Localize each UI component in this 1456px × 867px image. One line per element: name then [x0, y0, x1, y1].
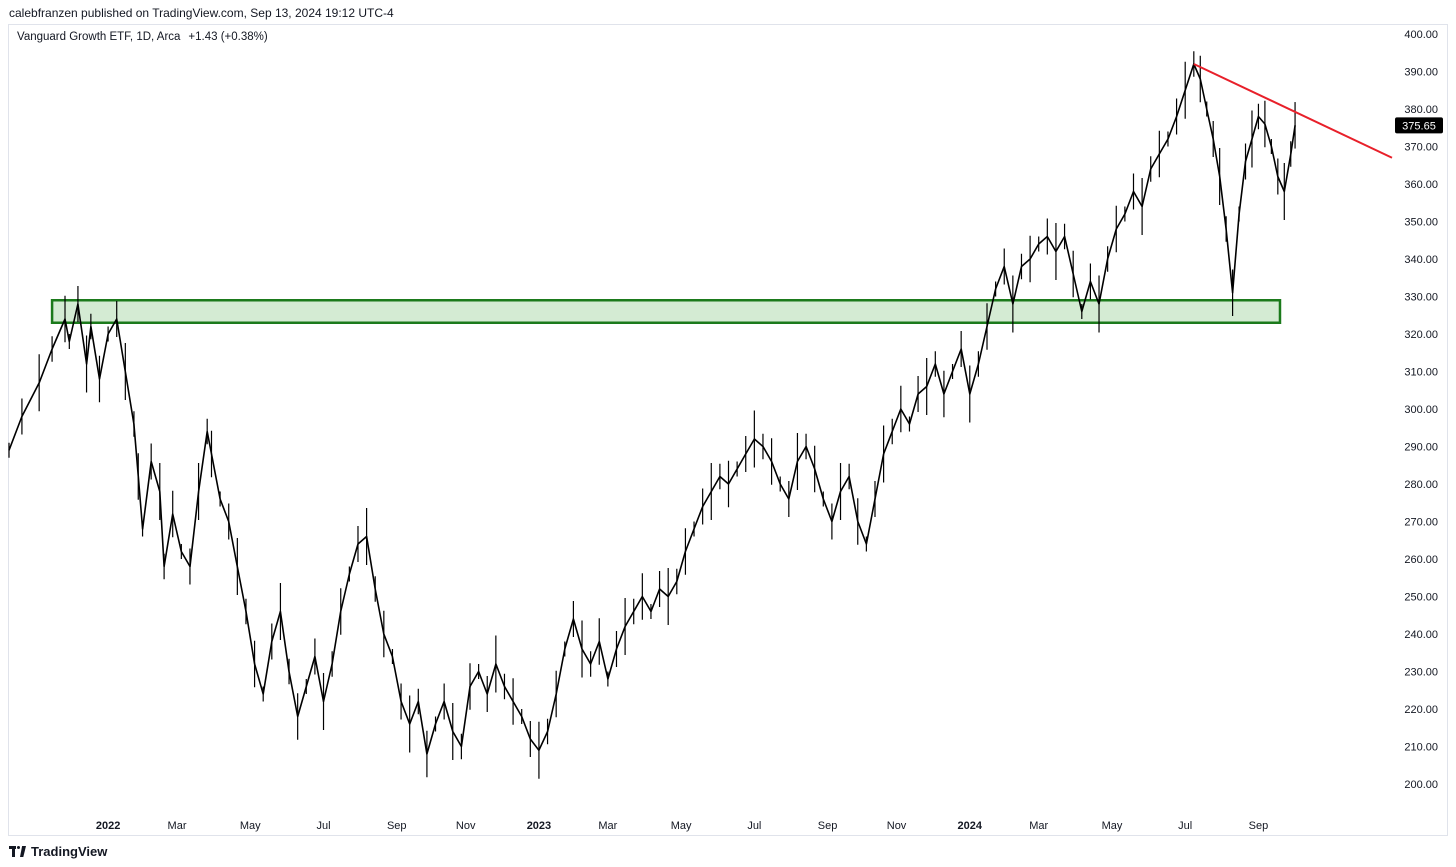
y-tick-label: 350.00	[1404, 217, 1438, 229]
legend-change: +1.43 (+0.38%)	[188, 31, 268, 43]
legend-symbol: Vanguard Growth ETF, 1D, Arca	[17, 31, 181, 43]
x-tick-label: Jul	[1178, 820, 1192, 832]
y-tick-label: 280.00	[1404, 479, 1438, 491]
x-tick-label: 2023	[527, 820, 551, 832]
y-tick-label: 360.00	[1404, 179, 1438, 191]
x-tick-label: Nov	[887, 820, 907, 832]
last-price-badge	[1395, 117, 1443, 134]
x-tick-label: Jul	[747, 820, 761, 832]
y-tick-label: 370.00	[1404, 142, 1438, 154]
y-tick-label: 240.00	[1404, 629, 1438, 641]
y-tick-label: 230.00	[1404, 667, 1438, 679]
x-tick-label: May	[1102, 820, 1123, 832]
y-tick-label: 200.00	[1404, 779, 1438, 791]
y-tick-label: 210.00	[1404, 742, 1438, 754]
x-tick-label: 2022	[96, 820, 120, 832]
x-tick-label: Sep	[387, 820, 407, 832]
y-tick-label: 320.00	[1404, 329, 1438, 341]
y-tick-label: 330.00	[1404, 292, 1438, 304]
resistance-trendline	[1193, 63, 1393, 159]
x-tick-label: Mar	[1029, 820, 1048, 832]
x-tick-label: Sep	[1249, 820, 1269, 832]
brand-label: TradingView	[31, 844, 108, 859]
tradingview-logo-icon	[9, 846, 26, 857]
x-tick-label: Mar	[598, 820, 617, 832]
y-tick-label: 380.00	[1404, 104, 1438, 116]
x-tick-label: Sep	[818, 820, 838, 832]
y-tick-label: 220.00	[1404, 704, 1438, 716]
y-tick-label: 400.00	[1404, 29, 1438, 41]
x-tick-label: Jul	[316, 820, 330, 832]
chart-legend: Vanguard Growth ETF, 1D, Arca +1.43 (+0.3…	[17, 31, 268, 43]
x-tick-label: May	[240, 820, 261, 832]
x-tick-label: May	[671, 820, 692, 832]
y-tick-label: 390.00	[1404, 67, 1438, 79]
y-tick-label: 250.00	[1404, 592, 1438, 604]
tradingview-brand[interactable]: TradingView	[9, 844, 107, 859]
y-tick-label: 300.00	[1404, 404, 1438, 416]
x-tick-label: Mar	[168, 820, 187, 832]
y-tick-label: 290.00	[1404, 442, 1438, 454]
y-tick-label: 260.00	[1404, 554, 1438, 566]
x-tick-label: Nov	[456, 820, 476, 832]
y-tick-label: 310.00	[1404, 367, 1438, 379]
last-price-label: 375.65	[1402, 120, 1436, 132]
y-tick-label: 270.00	[1404, 517, 1438, 529]
y-tick-label: 340.00	[1404, 254, 1438, 266]
published-line: calebfranzen published on TradingView.co…	[9, 6, 394, 20]
support-zone-rect	[50, 299, 1282, 324]
price-series-line	[8, 63, 1296, 755]
chart-frame[interactable]	[8, 24, 1448, 836]
x-tick-label: 2024	[958, 820, 983, 832]
